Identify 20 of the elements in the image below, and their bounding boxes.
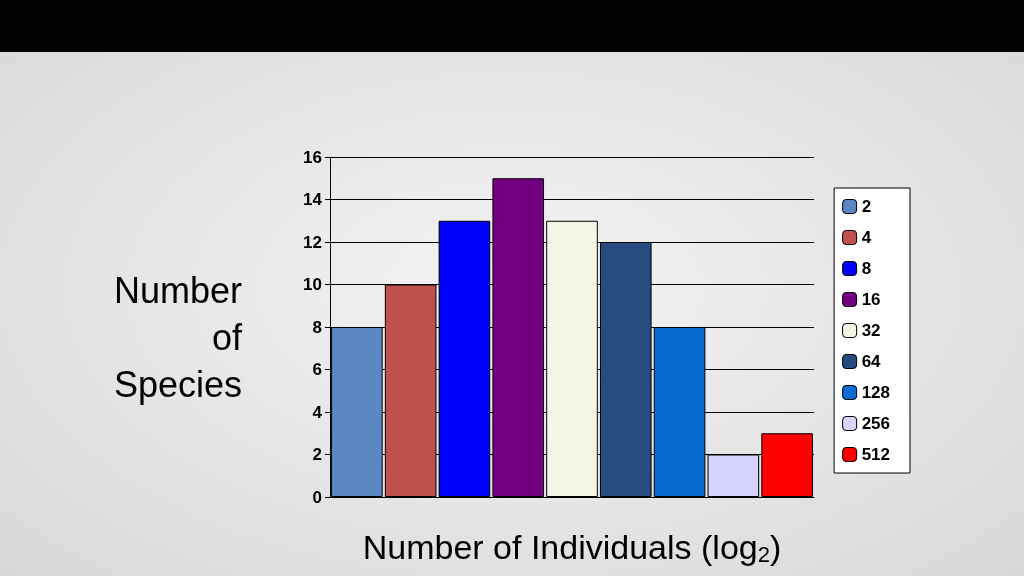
legend-label: 32 (861, 321, 881, 340)
legend-label: 128 (861, 383, 891, 402)
legend-label: 512 (861, 445, 891, 464)
y-tick-label: 16 (303, 147, 322, 167)
y-tick-label: 0 (312, 487, 322, 507)
y-tick-label: 12 (303, 232, 322, 252)
y-tick-label: 14 (303, 190, 323, 209)
legend-label: 8 (861, 259, 872, 278)
x-axis-title: Number of Individuals (log2) (362, 528, 782, 567)
y-tick-label: 8 (312, 317, 322, 337)
y-tick-label: 6 (312, 360, 322, 379)
legend-label: 64 (861, 352, 882, 371)
y-tick-label: 2 (312, 445, 322, 464)
legend-label: 16 (861, 290, 881, 309)
legend-label: 256 (861, 414, 891, 433)
y-axis-title: Number of Species (113, 270, 243, 405)
y-tick-label: 4 (312, 402, 323, 422)
legend-label: 2 (861, 197, 872, 216)
y-tick-label: 10 (303, 275, 322, 294)
legend-label: 4 (861, 228, 872, 247)
